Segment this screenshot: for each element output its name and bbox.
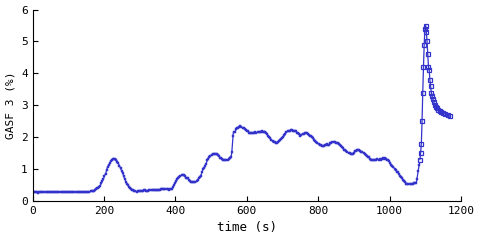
X-axis label: time (s): time (s) xyxy=(217,222,277,234)
Y-axis label: GASF 3 (%): GASF 3 (%) xyxy=(6,72,15,139)
